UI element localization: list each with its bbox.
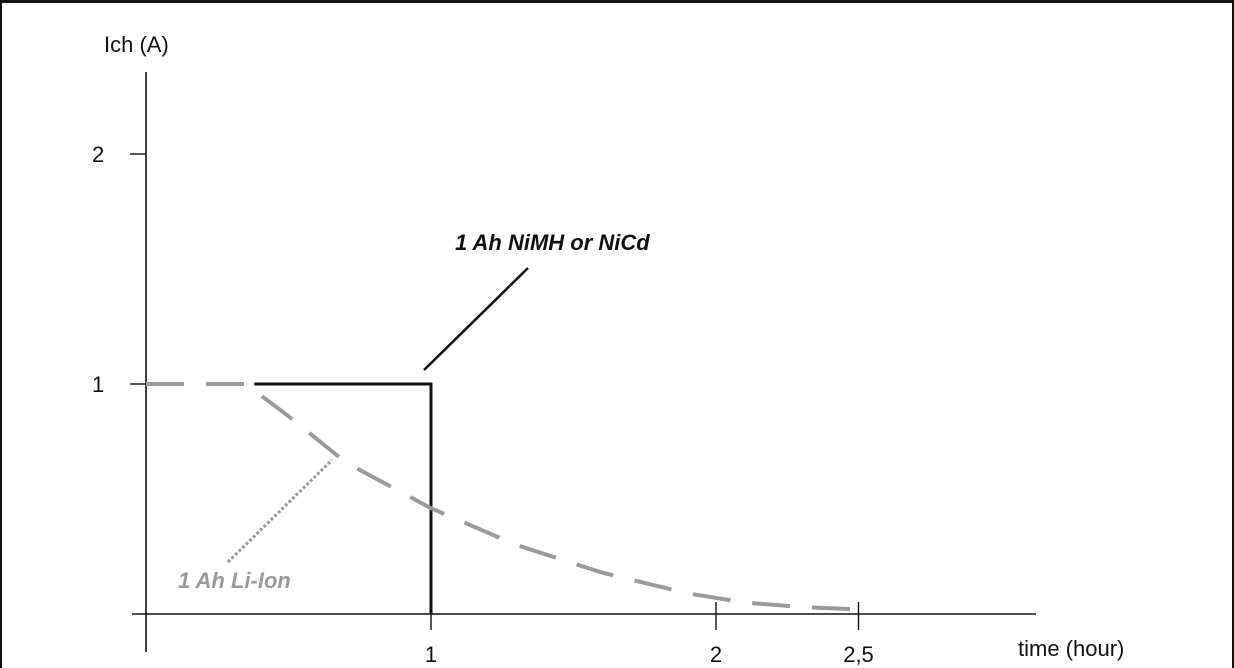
nimh-leader-line	[423, 267, 529, 371]
x-ticks: 1 2 2,5	[425, 602, 874, 667]
x-axis-title: time (hour)	[1018, 636, 1124, 661]
y-axis-title: Ich (A)	[104, 32, 169, 57]
series-layer	[146, 382, 859, 614]
x-tick-label: 1	[425, 642, 437, 667]
y-tick-label: 2	[92, 142, 104, 167]
series-line-liion	[146, 382, 859, 612]
y-ticks: 12	[92, 142, 146, 397]
nimh-annotation: 1 Ah NiMH or NiCd	[455, 230, 650, 255]
x-tick-label: 2,5	[843, 642, 874, 667]
liion-leader-line	[226, 458, 334, 564]
liion-annotation: 1 Ah Li-Ion	[178, 568, 291, 593]
y-tick-label: 1	[92, 372, 104, 397]
x-tick-label: 2	[710, 642, 722, 667]
series-line-nimh	[254, 382, 433, 614]
